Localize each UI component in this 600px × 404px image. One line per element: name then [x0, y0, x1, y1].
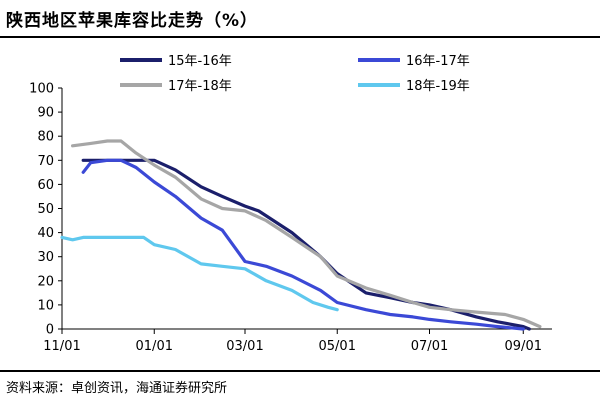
y-tick-label: 20	[37, 274, 54, 289]
y-tick-label: 50	[37, 202, 54, 217]
y-tick-label: 80	[37, 130, 54, 145]
y-tick-label: 10	[37, 298, 54, 313]
series-line-1	[81, 158, 531, 331]
y-axis: 0 10 20 30 40 50 60 70 80 90 100	[29, 82, 63, 338]
series-lines	[60, 139, 542, 331]
y-tick-label: 70	[37, 154, 54, 169]
series-line-3	[70, 139, 542, 329]
y-tick-label: 100	[29, 82, 54, 97]
title-rule	[0, 36, 600, 38]
series-line-4	[60, 235, 339, 312]
legend-label-3: 17年-18年	[168, 79, 232, 94]
x-tick-label: 09/01	[505, 339, 542, 354]
legend-label-2: 16年-17年	[406, 54, 470, 69]
chart-title: 陕西地区苹果库容比走势（%）	[6, 11, 259, 31]
x-axis: 11/01 01/01 03/01 05/01 07/01 09/01	[43, 328, 552, 354]
x-tick-label: 01/01	[136, 339, 173, 354]
x-tick-label: 05/01	[319, 339, 356, 354]
legend: 15年-16年 16年-17年 17年-18年 18年-19年	[120, 54, 470, 94]
y-tick-label: 40	[37, 226, 54, 241]
y-tick-label: 60	[37, 178, 54, 193]
x-tick-label: 11/01	[43, 339, 80, 354]
footer-rule	[0, 370, 600, 372]
series-line-2	[81, 158, 525, 331]
y-tick-label: 30	[37, 250, 54, 265]
line-chart: 15年-16年 16年-17年 17年-18年 18年-19年 0 10 20 30 40 50…	[29, 54, 552, 354]
source-note: 资料来源：卓创资讯，海通证券研究所	[6, 381, 228, 396]
x-tick-label: 07/01	[411, 339, 448, 354]
legend-label-4: 18年-19年	[406, 79, 470, 94]
y-tick-label: 90	[37, 106, 54, 121]
x-tick-label: 03/01	[226, 339, 263, 354]
legend-label-1: 15年-16年	[168, 54, 232, 69]
y-tick-label: 0	[46, 323, 54, 338]
